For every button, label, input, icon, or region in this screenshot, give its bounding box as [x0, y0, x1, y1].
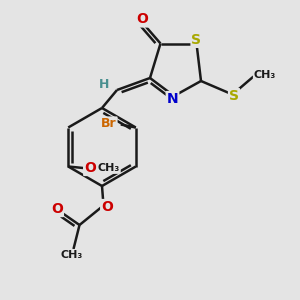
Text: O: O — [84, 161, 96, 175]
Text: O: O — [101, 200, 113, 214]
Text: Br: Br — [101, 117, 117, 130]
Text: CH₃: CH₃ — [254, 70, 276, 80]
Text: O: O — [51, 202, 63, 216]
Text: CH₃: CH₃ — [98, 163, 120, 173]
Text: H: H — [99, 78, 110, 91]
Text: S: S — [229, 89, 239, 103]
Text: CH₃: CH₃ — [61, 250, 83, 260]
Text: O: O — [136, 13, 148, 26]
Text: N: N — [167, 92, 178, 106]
Text: S: S — [191, 33, 202, 47]
